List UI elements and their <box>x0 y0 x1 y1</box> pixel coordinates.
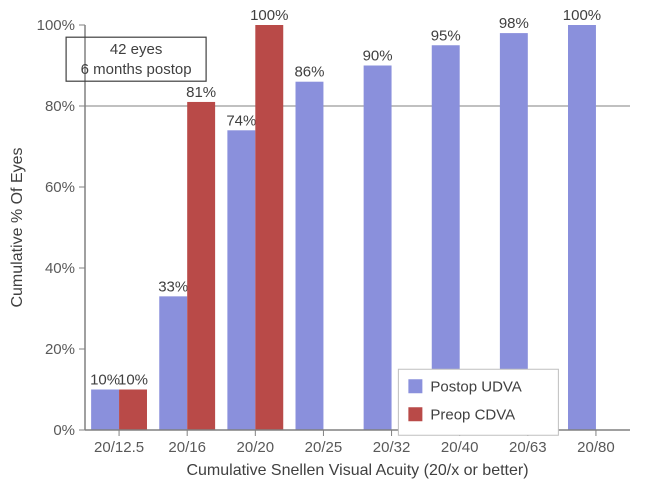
y-tick-label: 80% <box>45 98 75 115</box>
info-box-line: 6 months postop <box>81 61 192 78</box>
bar-value-label: 90% <box>363 48 393 65</box>
bar-preop-cdva <box>187 102 215 430</box>
x-tick-label: 20/40 <box>441 439 479 456</box>
y-tick-label: 40% <box>45 260 75 277</box>
x-tick-label: 20/63 <box>509 439 547 456</box>
bar-value-label: 10% <box>90 372 120 389</box>
chart-svg: 10% 33% 74% 86% 90% 95% 98% 100% 10% 81% 100% 0% 20%… <box>0 0 657 500</box>
legend-label: Preop CDVA <box>430 406 515 423</box>
x-tick-label: 20/16 <box>168 439 206 456</box>
bar-postop-udva <box>159 296 187 430</box>
bar-value-label: 100% <box>250 7 288 24</box>
x-tick-label: 20/20 <box>237 439 275 456</box>
bar-value-label: 10% <box>118 372 148 389</box>
bar-preop-cdva <box>255 25 283 430</box>
bar-value-label: 100% <box>563 7 601 24</box>
legend-label: Postop UDVA <box>430 378 521 395</box>
x-tick-label: 20/25 <box>305 439 343 456</box>
bar-postop-udva <box>296 82 324 430</box>
bar-postop-udva <box>568 25 596 430</box>
x-tick-label: 20/32 <box>373 439 411 456</box>
visual-acuity-chart: 10% 33% 74% 86% 90% 95% 98% 100% 10% 81% 100% 0% 20%… <box>0 0 657 500</box>
bar-value-label: 86% <box>294 64 324 81</box>
y-tick-label: 100% <box>37 17 75 34</box>
bar-value-label: 95% <box>431 27 461 44</box>
y-axis-title: Cumulative % Of Eyes <box>9 147 26 307</box>
bar-value-label: 98% <box>499 15 529 32</box>
legend-swatch <box>408 407 422 421</box>
x-tick-label: 20/80 <box>577 439 615 456</box>
bar-preop-cdva <box>119 390 147 431</box>
bar-value-label: 81% <box>186 84 216 101</box>
bar-value-label: 74% <box>226 112 256 129</box>
y-tick-label: 60% <box>45 179 75 196</box>
y-tick-label: 0% <box>53 422 75 439</box>
legend-swatch <box>408 379 422 393</box>
bar-postop-udva <box>91 390 119 431</box>
bar-postop-udva <box>364 66 392 431</box>
info-box-line: 42 eyes <box>110 41 163 58</box>
x-tick-label: 20/12.5 <box>94 439 144 456</box>
x-axis-title: Cumulative Snellen Visual Acuity (20/x o… <box>186 462 528 479</box>
y-tick-label: 20% <box>45 341 75 358</box>
bar-postop-udva <box>227 130 255 430</box>
bar-value-label: 33% <box>158 278 188 295</box>
